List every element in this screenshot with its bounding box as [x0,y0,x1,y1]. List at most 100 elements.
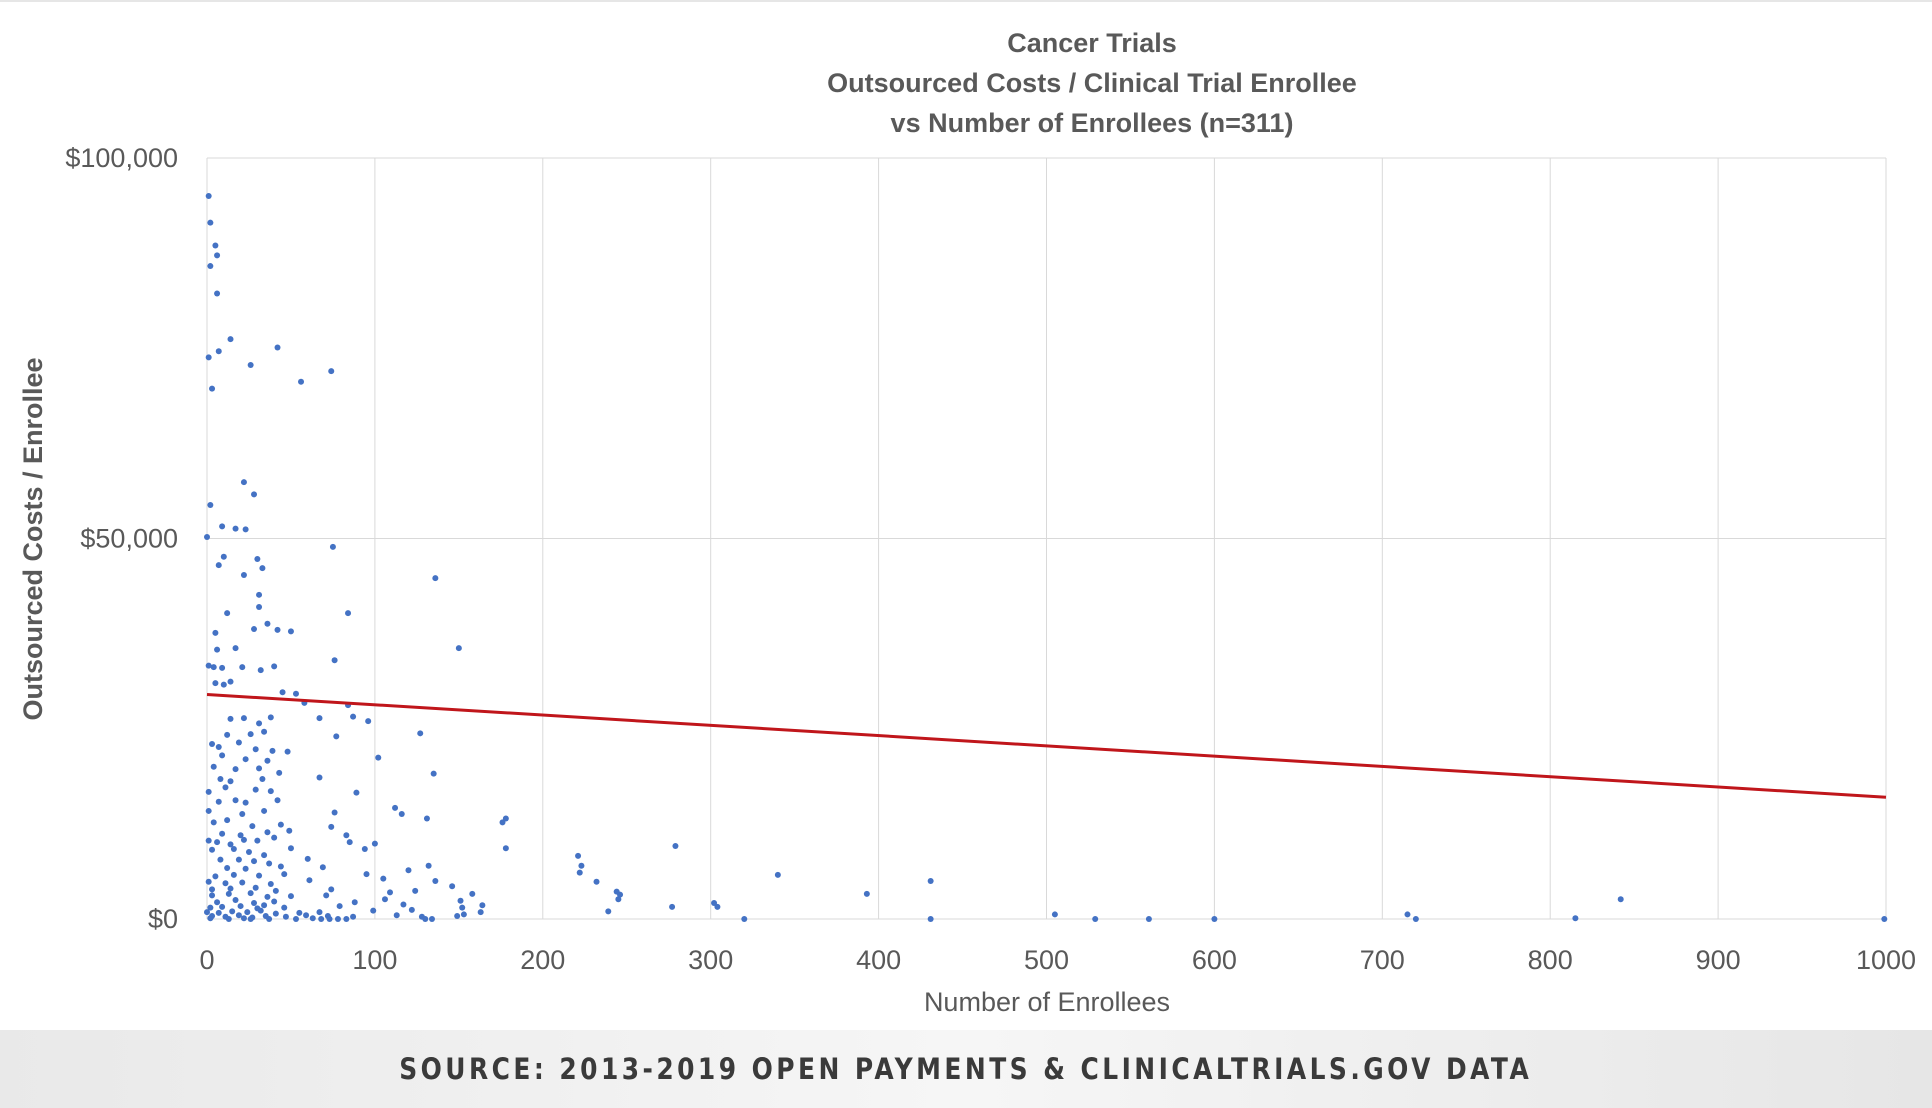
data-point [235,856,242,863]
data-point [277,863,284,870]
data-point [205,807,212,814]
data-point [214,646,221,653]
y-tick-label: $0 [148,904,178,934]
data-point [343,832,350,839]
data-point [232,896,239,903]
data-point [669,903,676,910]
data-point [261,728,268,735]
scatter-chart: Cancer Trials Outsourced Costs / Clinica… [18,28,1916,1017]
data-point [304,855,311,862]
data-point [209,886,216,893]
data-point [336,903,343,910]
data-point [346,839,353,846]
data-point [209,385,216,392]
data-point [1617,896,1624,903]
data-point [281,871,288,878]
data-point [214,839,221,846]
data-point [578,862,585,869]
data-point [222,880,229,887]
data-point [232,525,239,532]
data-point [205,354,212,361]
data-point [576,869,583,876]
data-point [215,348,222,355]
data-point [219,903,226,910]
x-tick-label: 900 [1696,945,1741,975]
data-point [254,837,261,844]
data-point [251,626,258,633]
data-point [272,910,279,917]
data-point [298,378,305,385]
data-point [210,664,217,671]
x-tick-label: 200 [520,945,565,975]
data-point [277,821,284,828]
data-point [256,591,263,598]
data-point [408,906,415,913]
data-point [209,740,216,747]
data-point [1572,915,1579,922]
data-point [232,645,239,652]
source-text: SOURCE: 2013-2019 OPEN PAYMENTS & CLINIC… [399,1052,1533,1086]
data-point [212,680,219,687]
x-tick-label: 700 [1360,945,1405,975]
source-footer: SOURCE: 2013-2019 OPEN PAYMENTS & CLINIC… [0,1030,1932,1108]
data-point [276,769,283,776]
y-axis-title: Outsourced Costs / Enrollee [18,357,48,720]
data-point [257,667,264,674]
data-point [306,877,313,884]
data-point [326,916,333,922]
data-point [331,809,338,816]
data-point [575,852,582,859]
data-point [256,603,263,610]
data-point [296,909,303,916]
data-point [432,877,439,884]
data-point [292,690,299,697]
data-point [220,553,227,560]
data-point [863,890,870,897]
data-point [1404,911,1411,918]
data-point [222,784,229,791]
data-point [400,901,407,908]
data-point [428,916,435,922]
data-point [220,681,227,688]
data-point [235,912,242,919]
data-point [449,883,456,890]
data-point [212,629,219,636]
data-point [309,915,316,922]
data-point [1211,916,1218,922]
data-point [247,916,254,922]
data-point [212,873,219,880]
data-point [227,885,234,892]
data-point [210,763,217,770]
data-point [502,815,509,822]
data-point [210,819,217,826]
data-point [229,908,236,915]
data-point [259,565,266,572]
data-point [292,916,299,922]
data-point [240,915,247,922]
x-tick-label: 400 [856,945,901,975]
data-point [380,875,387,882]
data-point [454,912,461,919]
x-tick-label: 600 [1192,945,1237,975]
data-point [247,731,254,738]
x-axis-title: Number of Enrollees [924,987,1170,1017]
data-point [927,877,934,884]
data-point [469,890,476,897]
data-point [256,720,263,727]
data-point [279,689,286,696]
data-point [230,871,237,878]
data-point [714,903,721,910]
data-point [205,788,212,795]
data-point [227,678,234,685]
data-point [333,733,340,740]
data-point [245,849,252,856]
x-tick-label: 1000 [1856,945,1916,975]
data-point [502,845,509,852]
data-point [267,880,274,887]
x-axis-tick-labels: 0 100 200 300 400 500 600 700 800 900 1000 [199,945,1916,975]
data-point [256,872,263,879]
data-point [274,626,281,633]
data-point [417,730,424,737]
data-point [240,715,247,722]
data-point [353,789,360,796]
